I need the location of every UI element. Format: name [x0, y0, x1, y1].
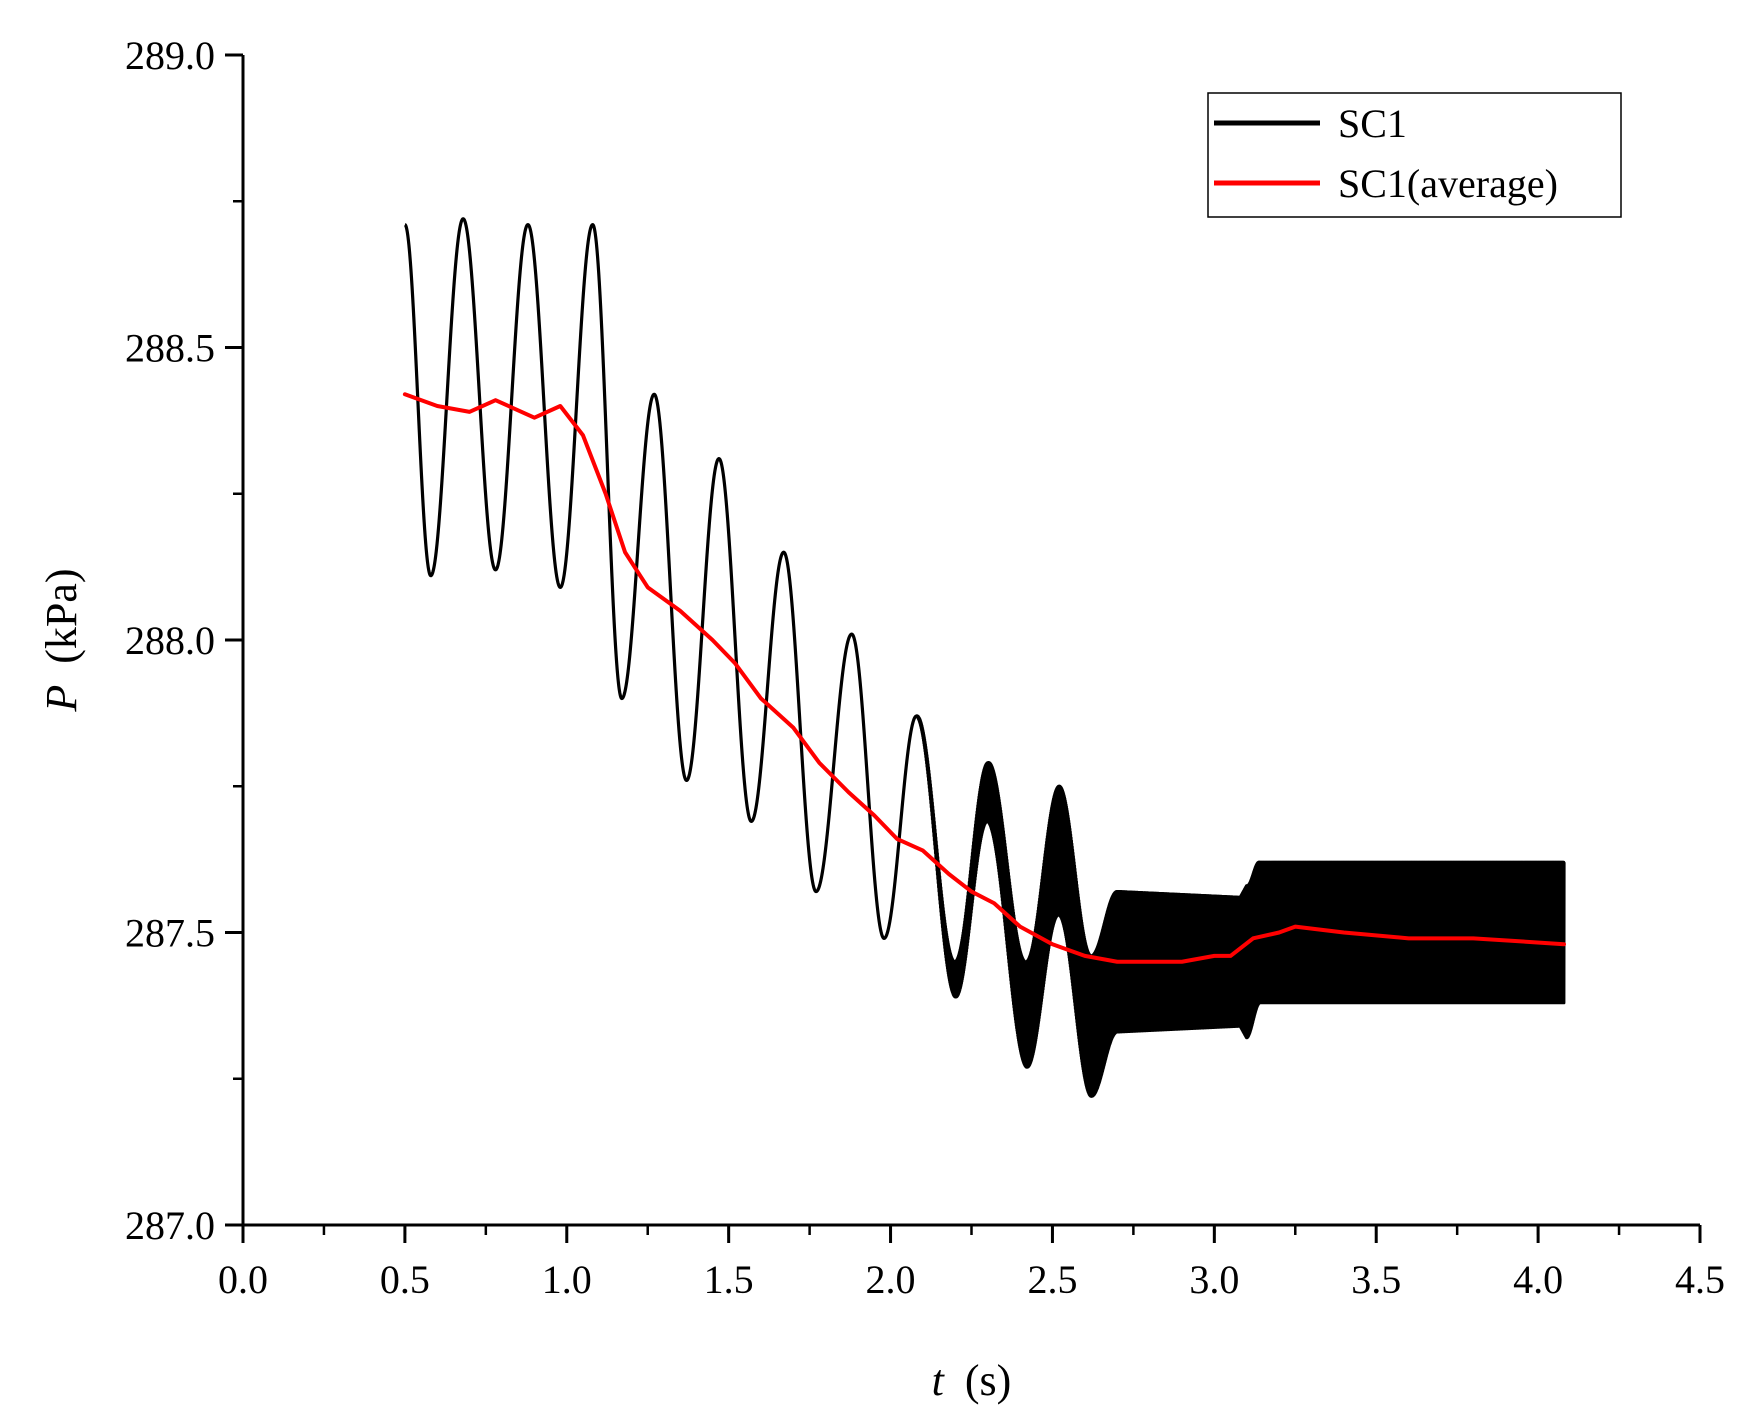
legend: SC1 SC1(average) — [1207, 92, 1622, 218]
y-axis-symbol: P — [37, 685, 86, 713]
y-axis-title: P (kPa) — [37, 568, 86, 712]
y-ticks: 287.0 287.5 288.0 288.5 289.0 — [125, 33, 243, 1248]
y-tick-label: 288.0 — [125, 618, 215, 663]
x-tick-label: 4.0 — [1513, 1257, 1563, 1302]
legend-label-sc1: SC1 — [1338, 101, 1407, 146]
series-line-sc1 — [403, 217, 1566, 1098]
y-tick-label: 287.5 — [125, 911, 215, 956]
x-tick-label: 1.0 — [542, 1257, 592, 1302]
x-tick-label: 3.0 — [1189, 1257, 1239, 1302]
x-tick-label: 2.0 — [866, 1257, 916, 1302]
x-axis-title: t (s) — [932, 1356, 1012, 1405]
x-tick-label: 0.0 — [218, 1257, 268, 1302]
legend-label-sc1-average: SC1(average) — [1338, 161, 1558, 206]
x-tick-label: 3.5 — [1351, 1257, 1401, 1302]
x-axis-unit: (s) — [965, 1356, 1011, 1405]
series-line-sc1-average — [402, 392, 1567, 964]
x-tick-label: 2.5 — [1027, 1257, 1077, 1302]
y-tick-label: 287.0 — [125, 1203, 215, 1248]
legend-box — [1207, 92, 1622, 218]
axes: 0.0 0.5 1.0 1.5 2.0 2.5 3.0 3.5 4.0 4.5 287.0287.… — [125, 33, 1725, 1302]
y-axis-unit: (kPa) — [37, 568, 86, 663]
x-tick-label: 4.5 — [1675, 1257, 1725, 1302]
x-axis-symbol: t — [932, 1356, 946, 1405]
plot-area — [402, 217, 1567, 1098]
y-tick-label: 289.0 — [125, 33, 215, 78]
x-tick-label: 0.5 — [380, 1257, 430, 1302]
x-ticks: 0.0 0.5 1.0 1.5 2.0 2.5 3.0 3.5 4.0 4.5 — [218, 1225, 1725, 1302]
x-tick-label: 1.5 — [704, 1257, 754, 1302]
y-tick-label: 288.5 — [125, 326, 215, 371]
